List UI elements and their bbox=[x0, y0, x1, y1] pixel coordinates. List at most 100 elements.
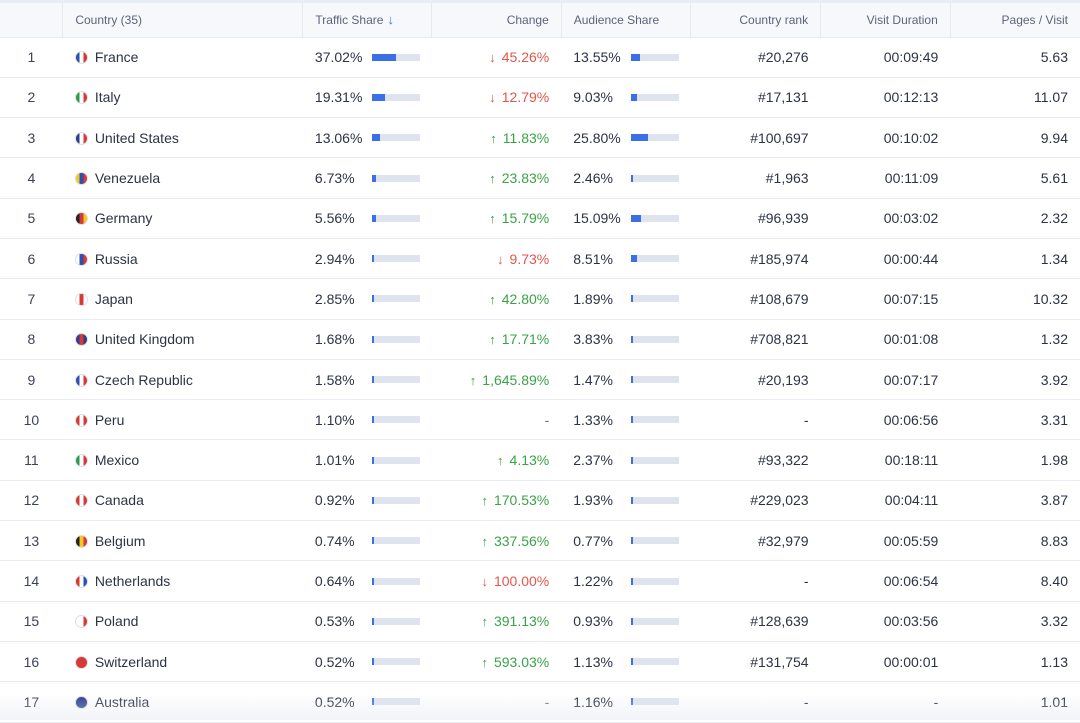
country-cell[interactable]: Peru bbox=[63, 400, 303, 440]
header-country[interactable]: Country (35) bbox=[62, 3, 303, 38]
country-cell[interactable]: Netherlands bbox=[63, 561, 303, 601]
visit-duration-cell: 00:18:11 bbox=[884, 452, 939, 469]
country-name: Czech Republic bbox=[94, 371, 193, 388]
country-cell[interactable]: Mexico bbox=[63, 440, 303, 480]
visit-duration-cell: 00:04:11 bbox=[884, 492, 939, 509]
table-row[interactable]: 16 Switzerland 0.52% ↑ 593.03% 1.13% #131,754 0… bbox=[0, 641, 1080, 682]
header-change[interactable]: Change bbox=[431, 3, 562, 38]
country-cell[interactable]: United States bbox=[63, 118, 303, 158]
traffic-share-bar bbox=[372, 658, 420, 666]
row-index: 14 bbox=[23, 573, 40, 589]
change-value: 593.03% bbox=[493, 653, 550, 670]
traffic-share-bar-fill bbox=[372, 617, 375, 625]
row-index: 8 bbox=[27, 331, 36, 348]
traffic-share-cell: 13.06% bbox=[303, 118, 432, 158]
country-cell[interactable]: United Kingdom bbox=[63, 319, 303, 359]
country-cell[interactable]: Italy bbox=[63, 77, 303, 117]
table-row[interactable]: 11 Mexico 1.01% ↑ 4.13% 2.37% #93,322 00:18:11 1… bbox=[0, 440, 1080, 481]
table-row[interactable]: 13 Belgium 0.74% ↑ 337.56% 0.77% #32,979 00:05:… bbox=[0, 521, 1080, 561]
audience-share-value: 0.93% bbox=[573, 613, 613, 630]
traffic-share-bar-fill bbox=[372, 416, 375, 424]
change-cell: ↑ 1,645.89% bbox=[432, 359, 562, 399]
visit-duration-cell: 00:12:13 bbox=[883, 89, 939, 106]
table-body: 1 France 37.02% ↓ 45.26% 13.55% #20,276 00:09:4… bbox=[0, 37, 1080, 723]
audience-share-bar bbox=[631, 134, 679, 142]
table-row[interactable]: 1 France 37.02% ↓ 45.26% 13.55% #20,276 00:09:4… bbox=[0, 37, 1080, 78]
country-cell[interactable]: Belgium bbox=[63, 521, 303, 561]
traffic-share-bar-fill bbox=[372, 577, 375, 585]
flag-icon bbox=[74, 575, 88, 588]
table-row[interactable]: 14 Netherlands 0.64% ↓ 100.00% 1.22% - 00:06:54… bbox=[0, 561, 1080, 602]
table-row[interactable]: 3 United States 13.06% ↑ 11.83% 25.80% #100,69… bbox=[0, 118, 1080, 158]
table-row[interactable]: 10 Peru 1.10% - 1.33% - 00:06:56 3.31 bbox=[0, 400, 1080, 440]
country-cell[interactable]: Venezuela bbox=[63, 158, 303, 198]
country-name: Australia bbox=[94, 693, 150, 710]
audience-share-cell: 1.47% bbox=[561, 359, 691, 399]
change-cell: ↑ 17.71% bbox=[432, 319, 562, 359]
table-row[interactable]: 12 Canada 0.92% ↑ 170.53% 1.93% #229,023 00:04:… bbox=[0, 480, 1080, 521]
visit-duration-cell: 00:11:09 bbox=[884, 170, 939, 187]
traffic-share-cell: 19.31% bbox=[303, 77, 432, 117]
country-cell[interactable]: Poland bbox=[63, 601, 303, 641]
audience-share-value: 2.46% bbox=[573, 170, 613, 187]
country-name: France bbox=[94, 49, 139, 66]
traffic-share-value: 0.64% bbox=[314, 573, 355, 589]
country-cell[interactable]: France bbox=[63, 37, 303, 77]
country-rank-cell: #229,023 bbox=[750, 492, 809, 509]
country-cell[interactable]: Japan bbox=[63, 279, 303, 319]
country-rank-cell: - bbox=[803, 411, 809, 428]
table-row[interactable]: 17 Australia 0.52% - 1.16% - - 1.01 bbox=[0, 682, 1080, 723]
country-cell[interactable]: Switzerland bbox=[63, 641, 303, 681]
audience-share-bar bbox=[631, 617, 679, 625]
audience-share-cell: 1.13% bbox=[561, 641, 691, 681]
change-value: 337.56% bbox=[493, 532, 550, 549]
traffic-share-value: 1.68% bbox=[314, 331, 355, 348]
change-value: 23.83% bbox=[501, 170, 550, 187]
traffic-share-value: 37.02% bbox=[314, 49, 363, 66]
audience-share-bar-fill bbox=[631, 93, 638, 101]
table-row[interactable]: 6 Russia 2.94% ↓ 9.73% 8.51% #185,974 00:00:44 1… bbox=[0, 238, 1080, 279]
row-index: 13 bbox=[23, 532, 40, 549]
header-country-rank[interactable]: Country rank bbox=[690, 3, 821, 38]
table-row[interactable]: 2 Italy 19.31% ↓ 12.79% 9.03% #17,131 00:12:13 1… bbox=[0, 77, 1080, 118]
table-row[interactable]: 7 Japan 2.85% ↑ 42.80% 1.89% #108,679 00:07:15 1… bbox=[0, 279, 1080, 320]
flag-icon bbox=[74, 655, 88, 669]
traffic-share-bar bbox=[372, 496, 420, 504]
traffic-share-cell: 6.73% bbox=[303, 158, 432, 198]
arrow-down-icon[interactable]: ↓ bbox=[387, 12, 394, 28]
country-cell[interactable]: Canada bbox=[63, 480, 303, 520]
table-row[interactable]: 8 United Kingdom 1.68% ↑ 17.71% 3.83% #708,821… bbox=[0, 319, 1080, 360]
change-cell: ↑ 337.56% bbox=[432, 521, 562, 561]
row-index: 9 bbox=[27, 371, 36, 388]
row-index: 11 bbox=[24, 452, 39, 469]
traffic-share-cell: 0.64% bbox=[303, 561, 432, 601]
header-audience-share[interactable]: Audience Share bbox=[560, 3, 691, 38]
table-row[interactable]: 5 Germany 5.56% ↑ 15.79% 15.09% #96,939 00:03:0… bbox=[0, 198, 1080, 239]
change-value: 17.71% bbox=[501, 331, 550, 348]
pages-visit-cell: 8.83 bbox=[1040, 532, 1068, 549]
pages-visit-cell: 8.40 bbox=[1040, 573, 1068, 589]
audience-share-cell: 15.09% bbox=[561, 198, 691, 238]
country-cell[interactable]: Czech Republic bbox=[63, 359, 303, 399]
visit-duration-cell: 00:05:59 bbox=[883, 532, 939, 549]
change-cell: ↑ 593.03% bbox=[432, 641, 562, 681]
header-traffic-share[interactable]: Traffic Share ↓ bbox=[302, 3, 432, 38]
traffic-share-cell: 1.10% bbox=[303, 400, 432, 440]
table-row[interactable]: 15 Poland 0.53% ↑ 391.13% 0.93% #128,639 00:03:… bbox=[0, 601, 1080, 642]
header-visit-duration[interactable]: Visit Duration bbox=[820, 3, 951, 38]
table-row[interactable]: 4 Venezuela 6.73% ↑ 23.83% 2.46% #1,963 00:11:0… bbox=[0, 158, 1080, 199]
visit-duration-cell: 00:03:02 bbox=[883, 210, 939, 227]
traffic-share-bar-fill bbox=[372, 496, 375, 504]
country-cell[interactable]: Germany bbox=[63, 198, 303, 238]
row-index: 6 bbox=[27, 250, 36, 267]
pages-visit-cell: 1.98 bbox=[1040, 452, 1068, 469]
country-cell[interactable]: Australia bbox=[63, 682, 303, 722]
country-cell[interactable]: Russia bbox=[63, 238, 303, 278]
traffic-share-value: 19.31% bbox=[314, 89, 363, 106]
audience-share-cell: 0.77% bbox=[561, 521, 691, 561]
traffic-share-value: 1.10% bbox=[314, 411, 355, 428]
header-pages-visit[interactable]: Pages / Visit bbox=[949, 3, 1080, 38]
table-row[interactable]: 9 Czech Republic 1.58% ↑ 1,645.89% 1.47% #20,1… bbox=[0, 359, 1080, 400]
audience-share-bar-fill bbox=[631, 537, 634, 545]
audience-share-bar-fill bbox=[631, 174, 634, 182]
